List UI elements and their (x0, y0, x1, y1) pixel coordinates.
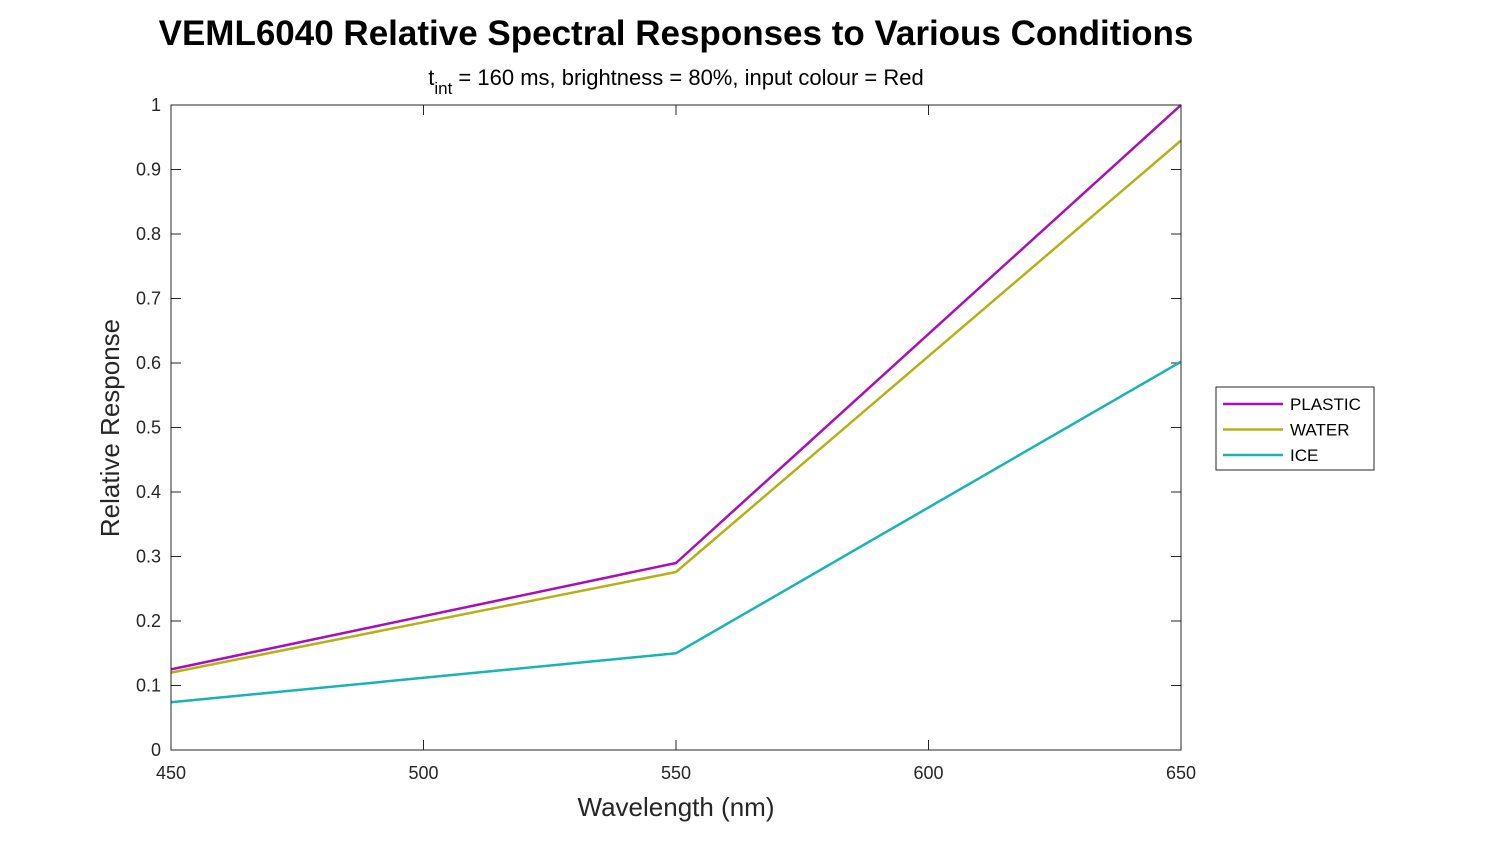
y-tick-label: 0.3 (136, 547, 161, 567)
subtitle-prefix: t (428, 65, 434, 90)
y-tick-label: 0 (151, 740, 161, 760)
plot-frame (170, 104, 1182, 751)
subtitle-suffix: = 160 ms, brightness = 80%, input colour… (452, 65, 923, 90)
axis-tick-labels: 450 500 550 600 650 0 0.1 0.2 0.3 0.4 0.5 0.6 0.7 0.8… (136, 95, 1196, 783)
plot-area (171, 105, 1181, 750)
y-tick-label: 0.9 (136, 160, 161, 180)
legend-label-plastic: PLASTIC (1290, 395, 1361, 414)
y-tick-label: 0.8 (136, 224, 161, 244)
y-tick-label: 0.4 (136, 482, 161, 502)
subtitle-subscript: int (434, 79, 452, 98)
legend: PLASTIC WATER ICE (1215, 386, 1375, 471)
x-tick-label: 450 (156, 763, 186, 783)
series-line-plastic (170, 104, 1182, 671)
chart-title: VEML6040 Relative Spectral Responses to … (159, 14, 1194, 53)
y-tick-label: 1 (151, 95, 161, 115)
y-tick-label: 0.1 (136, 676, 161, 696)
y-tick-label: 0.6 (136, 353, 161, 373)
x-tick-label: 500 (408, 763, 438, 783)
series-line-ice (170, 360, 1182, 704)
y-tick-label: 0.5 (136, 418, 161, 438)
legend-label-water: WATER (1290, 421, 1350, 440)
y-tick-label: 0.7 (136, 289, 161, 309)
series-line-water (170, 139, 1182, 674)
x-tick-label: 650 (1166, 763, 1196, 783)
series-lines (170, 104, 1182, 704)
y-axis-label: Relative Response (95, 319, 125, 537)
x-tick-label: 550 (661, 763, 691, 783)
legend-label-ice: ICE (1290, 446, 1318, 465)
x-tick-label: 600 (913, 763, 943, 783)
x-axis-label: Wavelength (nm) (578, 792, 775, 822)
y-tick-label: 0.2 (136, 611, 161, 631)
chart-subtitle: tint = 160 ms, brightness = 80%, input c… (428, 65, 924, 98)
